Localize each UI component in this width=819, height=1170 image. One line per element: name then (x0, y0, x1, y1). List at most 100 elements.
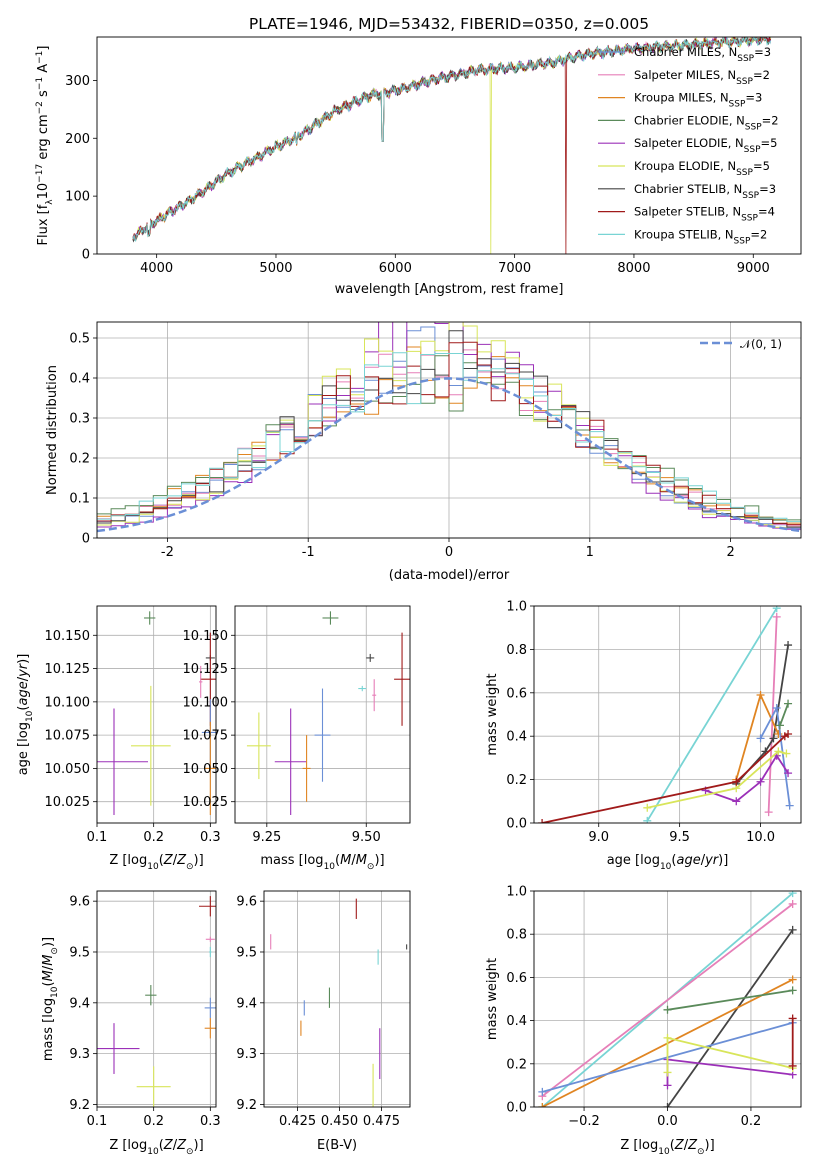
marker-SS (538, 819, 547, 823)
x-tick-label: 9.0 (588, 830, 609, 845)
x-tick-label: 6000 (379, 261, 412, 276)
line-CE (779, 703, 789, 726)
histogram-KE (97, 322, 801, 530)
y-tick-label: 9.5 (69, 945, 90, 960)
marker-CE (784, 699, 793, 708)
y-tick-label: 0.4 (506, 730, 527, 745)
xlabel-metallicity: Z [log10(Z/Z⊙)] (109, 853, 203, 872)
y-tick-label: 9.2 (236, 1098, 257, 1113)
mw-vs-age-panel: 9.0 9.5 10.0 0.0 0.2 0.4 0.6 0.8 1.0 mass weight a… (485, 600, 802, 872)
y-tick-label: 0.2 (506, 1057, 527, 1072)
marker-CE (663, 1005, 672, 1014)
marker-KE (782, 749, 791, 758)
y-tick-label: 10.100 (183, 695, 229, 710)
x-tick-label: 4000 (140, 261, 173, 276)
axes-frame (234, 605, 411, 824)
axes-frame (533, 605, 802, 824)
y-tick-label: 0.4 (506, 1014, 527, 1029)
y-tick-label: 9.3 (69, 1047, 90, 1062)
marker-SM (764, 808, 773, 817)
residuals-legend: 𝒩(0, 1) (700, 337, 782, 351)
legend-entry-normal: 𝒩(0, 1) (740, 337, 782, 351)
marker-CS (769, 734, 778, 743)
marker-SM (772, 612, 781, 621)
age-vs-Z-panel: 0.1 0.2 0.3 10.025 10.050 10.075 10.100 10.125 1… (16, 605, 221, 872)
ylabel-mass-weight: mass weight (485, 958, 500, 1040)
marker-CS (784, 641, 793, 650)
x-tick-label: -2 (161, 545, 174, 560)
legend-entry-CM: Chabrier MILES, NSSP=3 (634, 45, 771, 64)
marker-KM (538, 1103, 547, 1107)
mw-vs-Z-lines (538, 891, 797, 1107)
x-tick-label: −0.2 (568, 1114, 600, 1129)
line-SM (541, 903, 794, 1097)
marker-KM (756, 690, 765, 699)
axes-frame (96, 321, 802, 539)
y-tick-label: 0.0 (506, 1101, 527, 1116)
marker-CE (775, 721, 784, 730)
marker-CM (772, 703, 781, 712)
marker-KM (788, 975, 797, 984)
residual-histograms (97, 322, 801, 533)
line-SS (541, 733, 789, 823)
y-tick-label: 1.0 (506, 600, 527, 615)
y-tick-label: 0.2 (506, 773, 527, 788)
y-tick-label: 10.125 (45, 662, 91, 677)
y-tick-label: 10.050 (45, 762, 91, 777)
marker-CS (788, 925, 797, 934)
axes-frame (96, 890, 217, 1108)
residuals-panel: -2 -1 0 1 2 0 0.1 0.2 0.3 0.4 0.5 (data-model)/erro… (45, 321, 802, 583)
x-tick-label: 0.3 (200, 830, 221, 845)
marker-KE (663, 1033, 672, 1042)
y-tick-label: 0.8 (506, 643, 527, 658)
legend-entry-KM: Kroupa MILES, NSSP=3 (634, 91, 762, 110)
histogram-KM (97, 346, 801, 526)
x-tick-label: 0.3 (200, 1114, 221, 1129)
marker-KS (788, 891, 797, 898)
residuals-ylabel: Normed distribution (45, 365, 60, 495)
marker-SE (732, 797, 741, 806)
marker-KE (663, 1068, 672, 1077)
x-tick-label: 2 (726, 545, 734, 560)
marker-SE (784, 769, 793, 778)
marker-SS (784, 730, 793, 739)
x-tick-label: 7000 (498, 261, 531, 276)
spectrum-ylabel: Flux [fλ10−17 erg cm−2 s−1 A−1] (35, 46, 55, 246)
y-tick-label: 200 (65, 132, 90, 147)
y-tick-label: 9.4 (236, 996, 257, 1011)
x-tick-label: 0.450 (321, 1114, 358, 1129)
mass-vs-Z-panel: 0.1 0.2 0.3 9.2 9.3 9.4 9.5 9.6 Z [log10(Z/Z⊙)] m… (41, 890, 221, 1157)
marker-KE (774, 747, 783, 756)
legend-entry-CS: Chabrier STELIB, NSSP=3 (634, 182, 776, 201)
histogram-SE (97, 322, 801, 531)
y-tick-label: 0.4 (69, 372, 90, 387)
marker-CM (756, 734, 765, 743)
axes-frame (96, 36, 802, 255)
x-tick-label: 0.2 (741, 1114, 762, 1129)
x-tick-label: 1 (586, 545, 594, 560)
y-tick-label: 9.5 (236, 945, 257, 960)
age-vs-Z-points (97, 611, 216, 816)
x-tick-label: 0.425 (279, 1114, 316, 1129)
axes-frame (96, 605, 217, 824)
y-tick-label: 0.0 (506, 817, 527, 832)
x-tick-label: 9.5 (669, 830, 690, 845)
mass-vs-Z-points (97, 896, 216, 1107)
legend-entry-SS: Salpeter STELIB, NSSP=4 (634, 205, 775, 224)
line-CS (666, 929, 794, 1107)
mass-vs-ebv-panel: 0.425 0.450 0.475 9.2 9.3 9.4 9.5 9.6 E(B-V) (236, 890, 411, 1153)
axes-frame (533, 890, 802, 1108)
x-tick-label: 5000 (259, 261, 292, 276)
x-tick-label: 9.25 (252, 830, 281, 845)
line-KE (647, 750, 787, 809)
line-CS (735, 644, 789, 785)
marker-SS (788, 1061, 797, 1070)
x-tick-label: 0.2 (143, 1114, 164, 1129)
residuals-xlabel: (data-model)/error (389, 568, 510, 583)
histogram-CM (97, 326, 801, 529)
marker-CS (663, 1103, 672, 1107)
y-tick-label: 9.3 (236, 1047, 257, 1062)
ylabel-mass: mass [log10(M/M⊙)] (41, 937, 60, 1061)
y-tick-label: 9.4 (69, 996, 90, 1011)
legend-entry-SE: Salpeter ELODIE, NSSP=5 (634, 136, 777, 155)
